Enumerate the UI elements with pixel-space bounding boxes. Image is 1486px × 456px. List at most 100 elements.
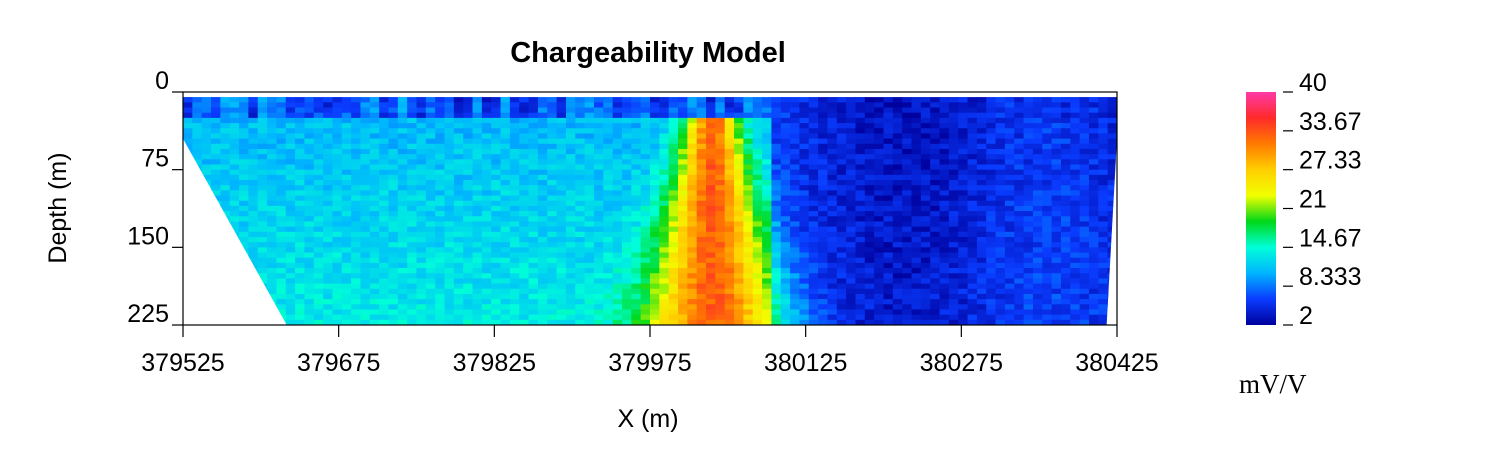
heatmap-cell [696,117,707,124]
heatmap-cell [1079,257,1090,264]
heatmap-cell [229,112,240,119]
heatmap-cell [435,283,446,290]
heatmap-cell [724,216,735,223]
heatmap-cell [584,242,595,248]
heatmap-cell [799,169,810,176]
heatmap-cell [1023,236,1034,243]
heatmap-cell [211,309,221,316]
heatmap-cell [304,283,315,290]
heatmap-cell [453,102,464,109]
heatmap-cell [939,247,950,254]
heatmap-cell [958,138,969,145]
x-axis-label: X (m) [617,405,678,433]
heatmap-cell [1107,123,1117,129]
heatmap-cell [836,231,847,238]
heatmap-cell [715,185,726,191]
heatmap-cell [892,299,903,305]
heatmap-cell [295,231,306,238]
heatmap-cell [939,154,950,160]
heatmap-cell [388,123,399,129]
heatmap-cell [734,247,744,254]
heatmap-cell [183,133,193,140]
heatmap-cell [920,221,931,228]
heatmap-cell [341,231,352,238]
heatmap-cell [360,190,371,197]
heatmap-cell [463,257,474,264]
heatmap-cell [435,247,446,254]
heatmap-cell [556,247,567,254]
heatmap-cell [734,242,744,248]
heatmap-cell [715,174,726,181]
heatmap-cell [593,148,604,155]
heatmap-cell [818,164,829,171]
heatmap-cell [444,123,455,129]
heatmap-cell [220,216,231,223]
heatmap-cell [920,180,931,186]
heatmap-cell [855,236,866,243]
heatmap-cell [846,174,857,181]
heatmap-cell [790,309,801,316]
heatmap-cell [631,97,642,98]
heatmap-cell [827,304,838,311]
heatmap-cell [762,211,773,217]
heatmap-cell [706,185,716,191]
heatmap-cell [752,278,763,285]
heatmap-cell [229,128,240,135]
heatmap-cell [846,200,857,207]
heatmap-cell [276,174,287,181]
heatmap-cell [612,242,623,248]
heatmap-cell [528,97,539,103]
heatmap-cell [1079,314,1090,321]
heatmap-cell [229,288,240,295]
heatmap-cell [397,226,408,233]
heatmap-cell [864,128,875,135]
heatmap-cell [220,117,231,124]
heatmap-cell [976,314,987,321]
heatmap-cell [1051,102,1062,109]
heatmap-cell [808,262,819,269]
heatmap-cell [752,102,763,109]
heatmap-cell [285,247,296,254]
heatmap-cell [276,190,287,197]
heatmap-cell [519,143,530,150]
heatmap-cell [631,221,642,228]
heatmap-cell [1107,226,1117,233]
heatmap-cell [1004,185,1015,191]
heatmap-cell [640,242,651,248]
heatmap-cell [1107,262,1117,269]
heatmap-cell [584,262,595,269]
heatmap-cell [808,112,819,119]
heatmap-cell [584,185,595,191]
heatmap-cell [407,97,418,98]
heatmap-cell [407,252,418,259]
heatmap-cell [575,195,586,202]
heatmap-cell [696,226,707,233]
heatmap-cell [864,283,875,290]
heatmap-cell [1070,216,1081,223]
heatmap-cell [463,112,474,119]
heatmap-cell [1060,154,1071,160]
heatmap-cell [304,107,315,114]
heatmap-cell [967,273,978,279]
heatmap-cell [668,252,679,259]
heatmap-cell [874,314,885,321]
heatmap-cell [295,299,306,305]
heatmap-cell [724,309,735,316]
heatmap-cell [706,216,716,223]
heatmap-cell [304,164,315,171]
heatmap-cell [1070,319,1081,325]
heatmap-cell [239,283,249,290]
heatmap-cell [696,257,707,264]
heatmap-cell [425,164,436,171]
heatmap-cell [379,314,390,321]
heatmap-cell [565,278,576,285]
heatmap-cell [584,195,595,202]
heatmap-cell [584,143,595,150]
heatmap-cell [930,205,941,212]
heatmap-cell [995,154,1006,160]
heatmap-cell [836,107,847,114]
heatmap-cell [743,143,754,150]
heatmap-cell [369,185,380,191]
heatmap-cell [911,148,922,155]
heatmap-cell [211,112,221,119]
